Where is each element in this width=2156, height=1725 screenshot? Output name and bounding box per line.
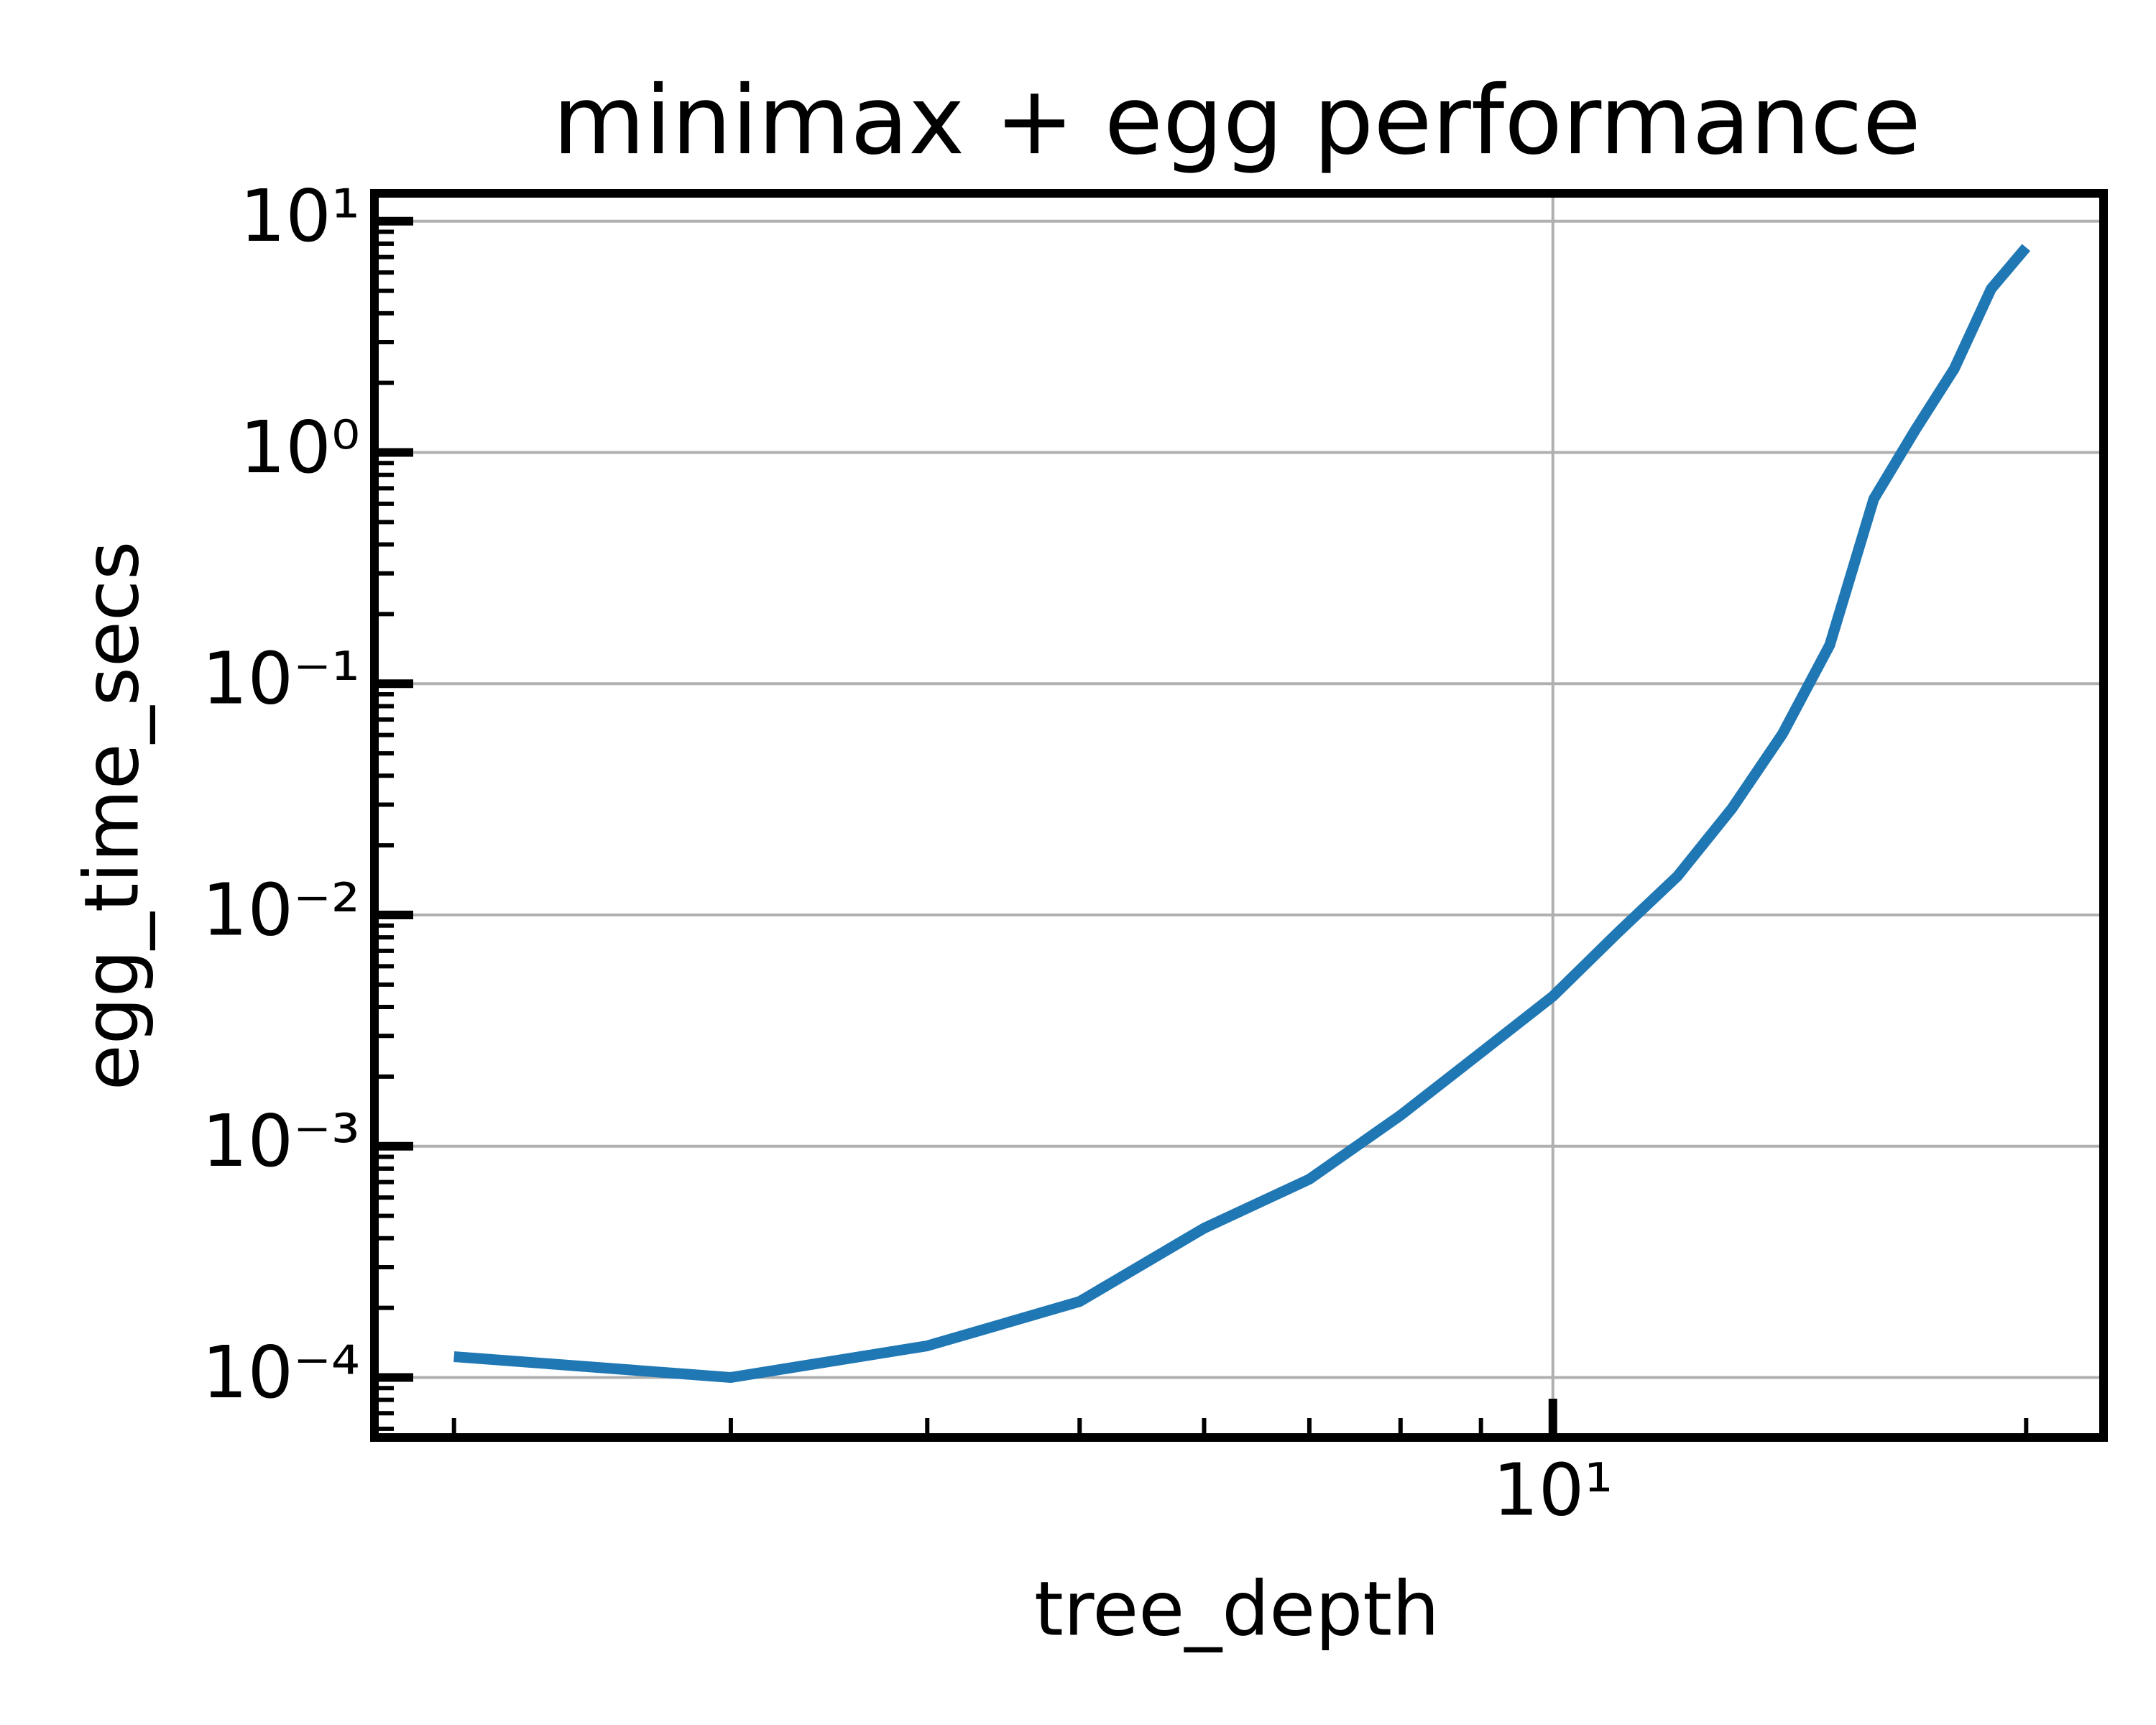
y-tick-label: 10⁻³: [202, 1099, 360, 1183]
y-tick-label: 10⁰: [240, 405, 360, 489]
y-tick-label: 10⁻¹: [202, 637, 360, 721]
y-tick-label: 10⁻²: [202, 868, 360, 952]
plot-frame: [370, 189, 2108, 1442]
x-tick-label: 10¹: [1493, 1448, 1613, 1532]
ticks: [374, 216, 2029, 1438]
data-line: [453, 244, 2031, 1383]
grid: [374, 193, 2104, 1438]
x-axis-label: tree_depth: [1034, 1565, 1439, 1652]
y-tick-label: 10¹: [240, 174, 360, 258]
chart-title: minimax + egg performance: [553, 65, 1921, 176]
y-tick-label: 10⁻⁴: [202, 1330, 360, 1414]
y-axis-label: egg_time_secs: [68, 541, 155, 1091]
